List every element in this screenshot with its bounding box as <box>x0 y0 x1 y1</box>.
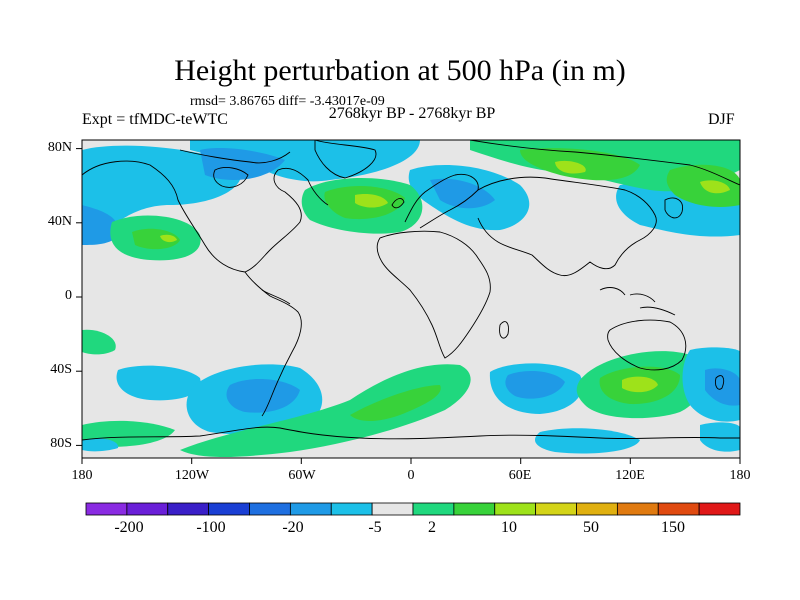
y-tick-label: 0 <box>65 288 72 303</box>
x-tick-label: 0 <box>407 468 415 483</box>
contour-green-s-atlantic <box>180 364 471 457</box>
colorbar-swatch <box>576 502 618 516</box>
contour-yellow-south-indian <box>622 376 658 393</box>
colorbar-swatch <box>412 502 455 516</box>
season-label: DJF <box>708 111 735 128</box>
colorbar-swatch <box>126 502 169 516</box>
colorbar-swatch <box>85 502 128 516</box>
colorbar-swatch <box>289 502 332 516</box>
colorbar-label: -20 <box>282 519 304 536</box>
coastlines <box>82 140 740 441</box>
y-tick-label: 80S <box>50 436 72 451</box>
colorbar-swatch <box>535 502 577 516</box>
contour-blue-south-pacific <box>116 365 201 401</box>
contour-yellow-siberia <box>555 160 586 174</box>
contour-blue-sw-pacific <box>82 329 116 355</box>
contour-blue2-arctic-canada <box>200 148 285 180</box>
contour-blue2-s-america <box>226 378 300 413</box>
colorbar <box>85 502 741 516</box>
contour-blue-north-america <box>82 145 242 245</box>
colorbar-swatch <box>208 502 250 516</box>
contour-blue-antarctic <box>535 428 640 454</box>
x-tick-label: 60W <box>288 468 316 483</box>
colorbar-label: -5 <box>368 519 382 536</box>
contour-blue-antarctic-east <box>700 422 740 452</box>
contour-blue2-eurasia <box>430 178 495 209</box>
contour-blue2-indian <box>505 370 565 399</box>
colorbar-swatch <box>167 502 210 516</box>
colorbar-swatch <box>453 502 496 516</box>
colorbar-swatch <box>249 502 291 516</box>
map-title: Height perturbation at 500 hPa (in m) <box>174 54 626 87</box>
contour-field <box>82 140 740 457</box>
colorbar-label: 2 <box>428 519 436 536</box>
colorbar-swatch <box>494 502 537 516</box>
y-tick-label: 40S <box>50 362 72 377</box>
contour-green2-pacific-ne <box>132 228 180 250</box>
colorbar-label: 50 <box>583 519 599 536</box>
contour-yellow-east-siberia <box>700 180 730 194</box>
colorbar-swatch <box>330 502 373 516</box>
x-tick-label: 60E <box>508 468 532 483</box>
colorbar-label: 10 <box>501 519 517 536</box>
colorbar-swatch <box>698 502 741 516</box>
contour-blue-antarctic-west <box>82 438 119 452</box>
y-tick-label: 40N <box>47 214 72 229</box>
colorbar-label: -200 <box>114 519 144 536</box>
period-label: 2768kyr BP - 2768kyr BP <box>328 105 496 122</box>
x-tick-label: 120W <box>174 468 210 483</box>
contour-green2-s-atlantic <box>350 385 441 422</box>
contour-yellow-pacific-ne <box>160 234 177 243</box>
contour-yellow-atlantic <box>355 193 388 208</box>
x-tick-label: 180 <box>729 468 751 483</box>
colorbar-swatch <box>371 502 414 516</box>
x-tick-label: 180 <box>71 468 93 483</box>
colorbar-label: 150 <box>661 519 685 536</box>
x-tick-label: 120E <box>615 468 645 483</box>
colorbar-swatch <box>616 502 659 516</box>
colorbar-swatch <box>657 502 700 516</box>
stats-label: rmsd= 3.86765 diff= -3.43017e-09 <box>190 94 385 109</box>
axis-ticks <box>76 148 741 464</box>
experiment-label: Expt = tfMDC-teWTC <box>82 111 228 128</box>
colorbar-label: -100 <box>196 519 226 536</box>
y-tick-label: 80N <box>47 140 72 155</box>
